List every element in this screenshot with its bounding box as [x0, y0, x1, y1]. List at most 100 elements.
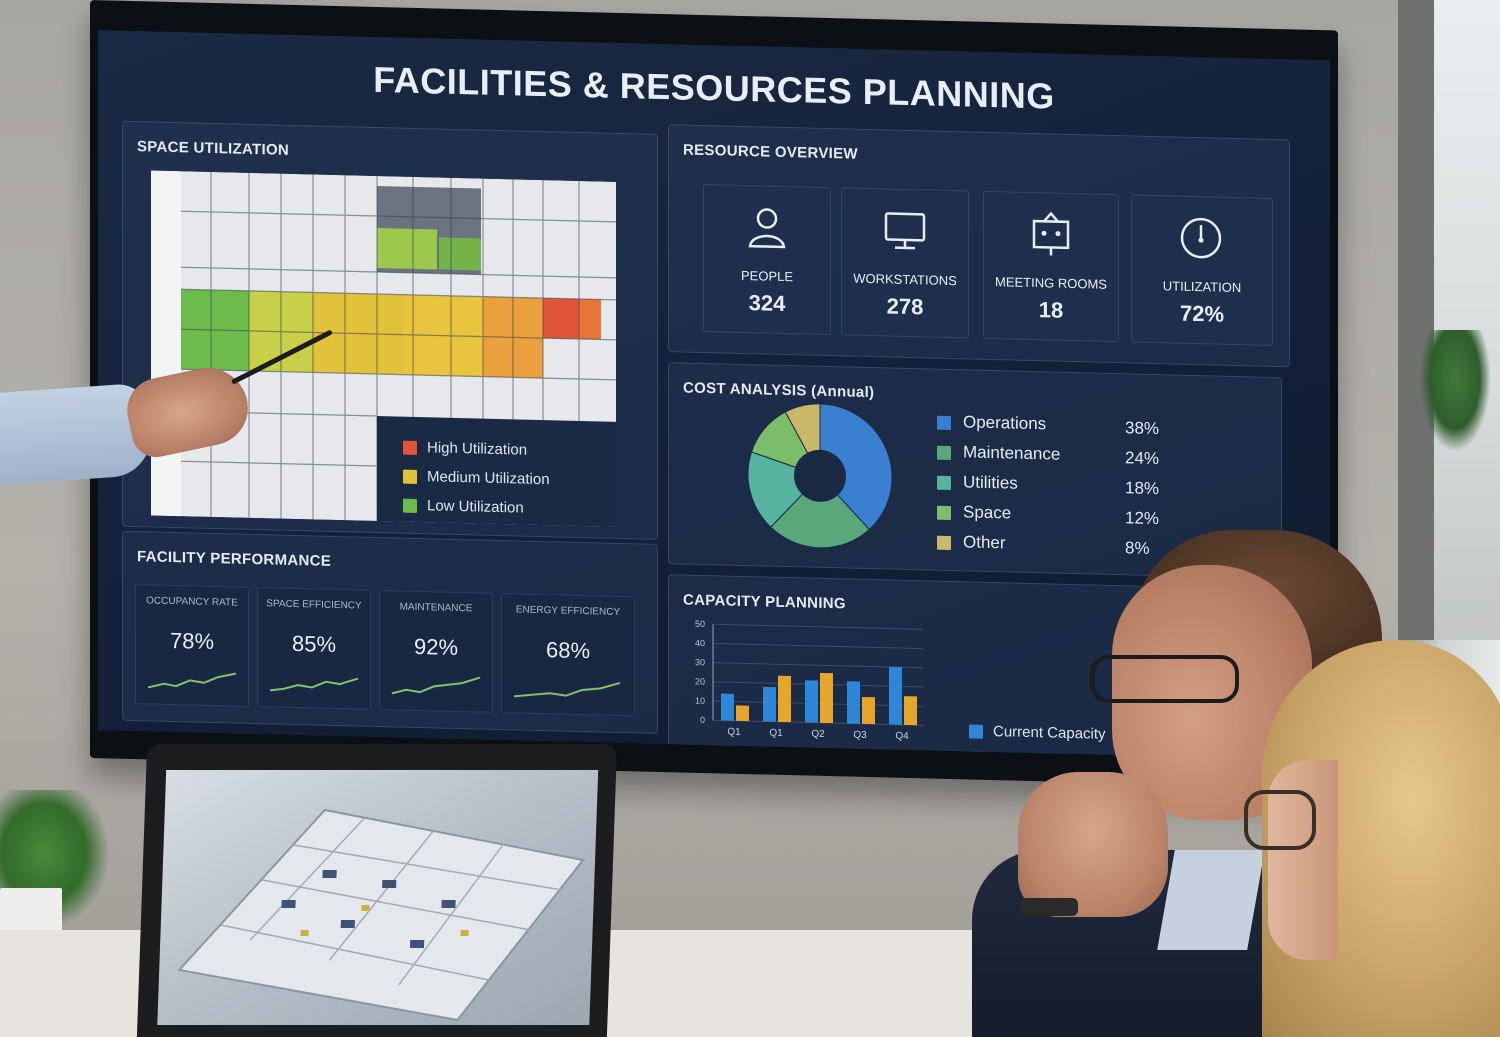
space-utilization-panel: SPACE UTILIZATION — [122, 120, 658, 540]
kpi-value: 85% — [291, 630, 337, 658]
tile-value: 18 — [1038, 297, 1064, 323]
tile-people: PEOPLE 324 — [703, 183, 831, 336]
cost-item-pct: 12% — [1125, 508, 1160, 529]
y-tick-label: 40 — [695, 638, 705, 648]
x-tick-label: Q2 — [811, 729, 825, 740]
kpi-maintenance: MAINTENANCE 92% — [379, 590, 493, 713]
cost-item-name: Operations — [963, 412, 1047, 434]
cost-item-name: Space — [963, 502, 1012, 523]
legend-label: Current Capacity — [993, 723, 1106, 743]
laptop — [136, 744, 618, 1037]
bar-current-0 — [721, 693, 734, 721]
legend-item-current: Current Capacity — [969, 722, 1116, 743]
floor-plan-heatmap — [151, 170, 616, 527]
donut-slice-operations — [819, 403, 893, 531]
background-office — [1434, 0, 1500, 640]
cost-item-name: Maintenance — [963, 442, 1061, 464]
grid-line — [713, 662, 923, 669]
legend-swatch — [937, 475, 951, 491]
tile-label: MEETING ROOMS — [995, 274, 1107, 292]
tile-label: PEOPLE — [740, 267, 794, 285]
legend-label: High Utilization — [427, 439, 528, 459]
kpi-occupancy: OCCUPANCY RATE 78% — [135, 584, 249, 707]
tile-label: WORKSTATIONS — [853, 270, 957, 289]
capacity-legend: Current Capacity Required Capacity — [969, 722, 1116, 761]
kpi-sparkline — [269, 677, 359, 692]
legend-swatch — [969, 750, 983, 761]
bar-current-3 — [847, 681, 860, 724]
capacity-bar-chart: 0 10 20 30 40 50 Q1 Q1 Q2 Q3 Q4 — [695, 619, 923, 742]
space-utilization-title: SPACE UTILIZATION — [137, 138, 290, 159]
bar-current-4 — [889, 666, 902, 725]
y-tick-label: 20 — [695, 676, 705, 686]
legend-swatch — [403, 440, 417, 455]
bar-current-1 — [763, 686, 776, 722]
dashboard-title: FACILITIES & RESOURCES PLANNING — [373, 58, 1055, 117]
capacity-planning-title: CAPACITY PLANNING — [683, 591, 846, 613]
woman-glasses — [1244, 790, 1316, 850]
cost-item-pct: 8% — [1125, 538, 1150, 558]
grid-line — [713, 642, 923, 650]
donut-slice-maintenance — [770, 475, 870, 549]
bar-required-4 — [904, 696, 917, 726]
man-watch — [1020, 898, 1078, 916]
cost-analysis-panel: COST ANALYSIS (Annual) Operations 38% Ma… — [668, 362, 1282, 580]
bar-required-1 — [778, 675, 791, 723]
kpi-sparkline — [513, 681, 621, 698]
legend-item-medium: Medium Utilization — [403, 468, 550, 488]
tile-utilization: UTILIZATION 72% — [1131, 194, 1273, 346]
tile-value: 324 — [748, 290, 786, 316]
cost-donut-chart — [747, 403, 893, 549]
kpi-value: 78% — [169, 627, 215, 655]
kpi-value: 92% — [413, 633, 459, 660]
kpi-sparkline — [147, 672, 237, 689]
tile-value: 72% — [1179, 300, 1225, 327]
y-tick-label: 10 — [695, 696, 705, 706]
tile-workstations: WORKSTATIONS 278 — [841, 187, 969, 339]
laptop-screen — [157, 770, 599, 1025]
y-tick-label: 50 — [695, 619, 705, 629]
cost-item-pct: 24% — [1125, 448, 1160, 469]
legend-swatch — [403, 498, 417, 513]
gauge-icon — [1180, 217, 1222, 259]
cost-legend: Operations 38% Maintenance 24% Utilities… — [937, 412, 1187, 568]
legend-swatch — [969, 723, 983, 739]
resource-overview-title: RESOURCE OVERVIEW — [683, 141, 858, 163]
cost-item-other: Other 8% — [937, 532, 1187, 568]
kpi-sparkline — [391, 676, 481, 695]
legend-item-low: Low Utilization — [403, 497, 550, 518]
y-tick-label: 0 — [700, 715, 705, 725]
legend-swatch — [403, 469, 417, 484]
facility-performance-panel: FACILITY PERFORMANCE OCCUPANCY RATE 78% … — [122, 530, 658, 734]
wall-display: FACILITIES & RESOURCES PLANNING SPACE UT… — [90, 0, 1338, 789]
cost-analysis-title: COST ANALYSIS (Annual) — [683, 379, 875, 402]
isometric-floor-plan-render — [177, 808, 585, 1022]
kpi-space-efficiency: SPACE EFFICIENCY 85% — [257, 587, 371, 710]
bar-required-3 — [862, 696, 875, 725]
grid-line — [713, 623, 923, 630]
kpi-label: MAINTENANCE — [399, 601, 473, 615]
y-tick-label: 30 — [695, 657, 705, 667]
bar-required-2 — [820, 672, 833, 724]
kpi-label: OCCUPANCY RATE — [146, 595, 238, 609]
man-shirt-collar — [1157, 850, 1265, 950]
man-glasses — [1090, 655, 1239, 703]
legend-item-required: Required Capacity — [969, 749, 1116, 761]
x-tick-label: Q1 — [769, 728, 783, 739]
capacity-planning-panel: CAPACITY PLANNING 0 10 20 30 40 50 Q1 Q1 Q2 Q3 Q4 … — [668, 574, 1270, 761]
cost-item-pct: 18% — [1125, 478, 1160, 499]
legend-swatch — [937, 415, 951, 431]
legend-swatch — [937, 445, 951, 461]
dashboard-screen: FACILITIES & RESOURCES PLANNING SPACE UT… — [98, 30, 1330, 761]
facility-performance-title: FACILITY PERFORMANCE — [137, 548, 332, 570]
kpi-energy-efficiency: ENERGY EFFICIENCY 68% — [501, 593, 635, 717]
legend-swatch — [937, 535, 951, 551]
bar-required-0 — [736, 705, 749, 722]
cost-item-pct: 38% — [1125, 418, 1160, 439]
monitor-icon — [884, 212, 926, 250]
x-tick-label: Q3 — [853, 730, 867, 741]
tile-label: UTILIZATION — [1162, 278, 1242, 296]
plant-pot — [0, 888, 62, 938]
bar-current-2 — [805, 680, 818, 723]
legend-label: Low Utilization — [427, 497, 524, 517]
